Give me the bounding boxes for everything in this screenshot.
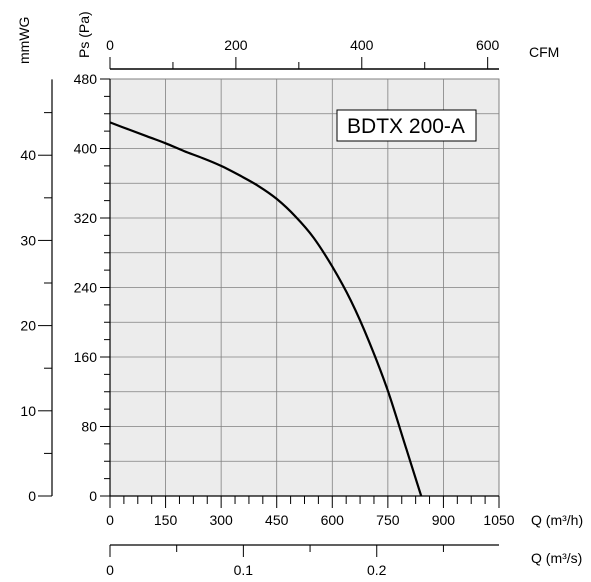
x-axis-cfm-tick-label: 400 <box>350 37 374 53</box>
x-axis-cfm-tick-label: 0 <box>106 37 114 53</box>
x-axis-label-m3h: Q (m³/h) <box>531 512 583 528</box>
y-axis-pa-tick-label: 0 <box>89 488 97 504</box>
performance-curve <box>109 121 423 497</box>
x-axis-m3h-tick-label: 1050 <box>483 512 514 528</box>
x-axis-m3s-tick-label: 0.1 <box>234 562 254 578</box>
x-axis-cfm-tick-label: 600 <box>476 37 500 53</box>
x-axis-m3h-tick-label: 300 <box>209 512 233 528</box>
y-axis-mmwg-tick-label: 30 <box>20 232 36 248</box>
x-axis-m3h-tick-label: 900 <box>432 512 456 528</box>
x-axis-m3h-tick-label: 600 <box>321 512 345 528</box>
x-axis-label-m3s: Q (m³/s) <box>531 550 582 566</box>
y-axis-label-mmwg: mmWG <box>16 17 32 64</box>
x-axis-m3h-tick-label: 0 <box>106 512 114 528</box>
y-axis-mmwg-tick-label: 0 <box>28 488 36 504</box>
y-axis-pa-tick-label: 320 <box>74 210 98 226</box>
chart-title: BDTX 200-A <box>347 115 465 138</box>
x-axis-m3s-tick-label: 0 <box>106 562 114 578</box>
x-axis-m3s-tick-label: 0.2 <box>367 562 387 578</box>
y-axis-mmwg-tick-label: 20 <box>20 318 36 334</box>
y-axis-pa-tick-label: 480 <box>74 71 98 87</box>
y-axis-mmwg-tick-label: 10 <box>20 403 36 419</box>
y-axis-pa-tick-label: 400 <box>74 141 98 157</box>
x-axis-m3h-tick-label: 750 <box>376 512 400 528</box>
model-label-frame <box>336 109 477 142</box>
y-axis-mmwg-tick-label: 40 <box>20 147 36 163</box>
x-axis-m3h-tick-label: 450 <box>265 512 289 528</box>
y-axis-pa-tick-label: 240 <box>74 280 98 296</box>
model-label-box: BDTX 200-A <box>336 109 477 142</box>
x-axis-m3h-tick-label: 150 <box>154 512 178 528</box>
x-axis-label-cfm: CFM <box>529 44 559 60</box>
x-axis-cfm-tick-label: 200 <box>224 37 248 53</box>
y-axis-pa-tick-label: 160 <box>74 349 98 365</box>
y-axis-pa-tick-label: 80 <box>81 419 97 435</box>
ticks <box>38 57 500 557</box>
y-axis-label-pa: Ps (Pa) <box>76 11 92 58</box>
